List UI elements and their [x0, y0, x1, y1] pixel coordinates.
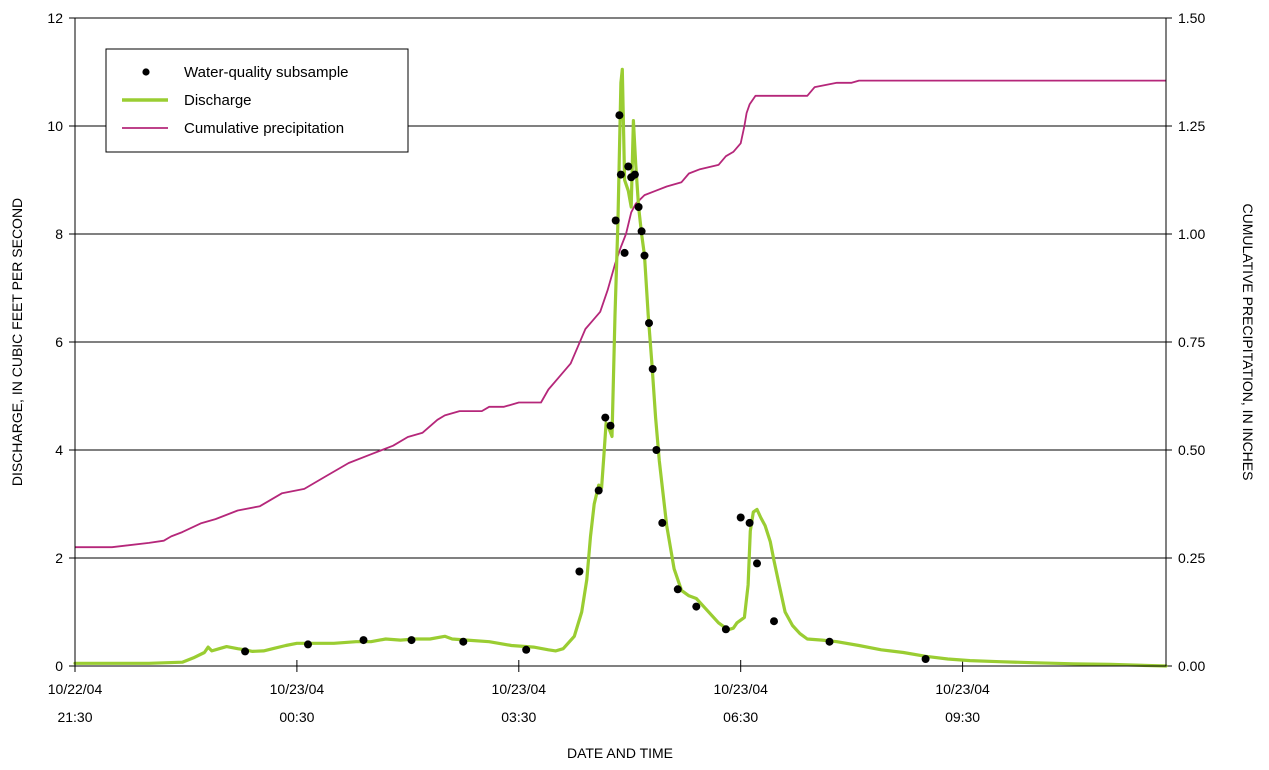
x-tick-time: 00:30: [279, 709, 314, 725]
left-tick-label: 10: [47, 118, 63, 134]
subsample-point: [652, 446, 661, 454]
left-tick-label: 12: [47, 10, 63, 26]
x-tick-time: 09:30: [945, 709, 980, 725]
right-axis-title: CUMULATIVE PRECIPITATION, IN INCHES: [1240, 204, 1256, 481]
left-axis-ticks: 0 2 4 6 8 10 12: [47, 10, 75, 674]
x-tick-date: 10/22/04: [48, 681, 103, 697]
x-tick-time: 06:30: [723, 709, 758, 725]
legend-label-precipitation: Cumulative precipitation: [184, 120, 344, 137]
series-line-cumulative-precipitation: [75, 79, 1166, 549]
x-tick-date: 10/23/04: [935, 681, 990, 697]
plot-frame: [74, 17, 1167, 667]
left-tick-label: 2: [55, 550, 63, 566]
subsample-point: [241, 647, 250, 656]
subsample-point: [601, 413, 610, 422]
subsample-point: [692, 602, 701, 611]
right-tick-label: 0.75: [1178, 334, 1205, 350]
series-layer: [73, 67, 1168, 668]
subsample-point: [640, 251, 649, 260]
x-tick-date: 10/23/04: [713, 681, 768, 697]
subsample-point: [594, 486, 603, 495]
subsample-point: [615, 111, 624, 120]
series-line-discharge: [73, 67, 1168, 668]
subsample-point: [658, 518, 667, 527]
legend-label-discharge: Discharge: [184, 92, 252, 109]
subsample-point: [825, 637, 834, 646]
x-tick-date: 10/23/04: [270, 681, 325, 697]
x-tick-date: 10/23/04: [492, 681, 547, 697]
subsample-point: [630, 170, 639, 179]
subsample-point: [620, 248, 629, 257]
subsample-point: [522, 645, 531, 654]
subsample-point: [606, 421, 615, 430]
right-tick-label: 0.00: [1178, 658, 1205, 674]
left-tick-label: 0: [55, 658, 63, 674]
subsample-point: [459, 637, 468, 646]
subsample-point: [736, 513, 745, 522]
right-tick-label: 1.50: [1178, 10, 1205, 26]
right-tick-label: 1.00: [1178, 226, 1205, 242]
gridlines: [75, 125, 1166, 559]
subsample-point: [921, 655, 930, 663]
subsample-point: [359, 636, 368, 645]
subsample-point: [673, 585, 682, 594]
subsample-point: [634, 203, 643, 211]
right-axis-ticks: 0.00 0.25 0.50 0.75 1.00 1.25 1.50: [1166, 10, 1205, 674]
subsample-point: [645, 319, 653, 328]
x-tick-time: 03:30: [501, 709, 536, 725]
left-tick-label: 8: [55, 226, 63, 242]
right-tick-label: 1.25: [1178, 118, 1205, 134]
legend-item-discharge: Discharge: [122, 92, 252, 109]
right-tick-label: 0.25: [1178, 550, 1205, 566]
x-axis-ticks: 10/22/04 21:30 10/23/04 00:30 10/23/04 03:30 1…: [48, 660, 990, 725]
subsample-point: [770, 617, 778, 626]
right-tick-label: 0.50: [1178, 442, 1205, 458]
legend-label-subsample: Water-quality subsample: [184, 64, 349, 81]
subsample-point: [407, 636, 416, 645]
legend: Water-quality subsample Discharge Cumula…: [105, 48, 409, 153]
subsample-point: [721, 625, 730, 634]
left-axis-title: DISCHARGE, IN CUBIC FEET PER SECOND: [9, 198, 25, 486]
subsample-point: [575, 567, 584, 576]
subsample-point: [624, 162, 633, 171]
left-tick-label: 6: [55, 334, 63, 350]
left-tick-label: 4: [55, 442, 63, 458]
x-tick-time: 21:30: [57, 709, 92, 725]
subsample-point: [611, 216, 620, 225]
subsample-point: [753, 559, 761, 568]
subsample-point: [304, 640, 312, 649]
subsample-point: [648, 365, 657, 373]
subsample-point: [616, 170, 625, 179]
subsample-point: [745, 518, 754, 527]
legend-item-precipitation: Cumulative precipitation: [122, 120, 344, 137]
legend-marker-subsample: [142, 68, 150, 76]
legend-item-subsample: Water-quality subsample: [142, 64, 349, 81]
x-axis-title: DATE AND TIME: [567, 745, 673, 761]
subsample-point: [637, 227, 646, 236]
